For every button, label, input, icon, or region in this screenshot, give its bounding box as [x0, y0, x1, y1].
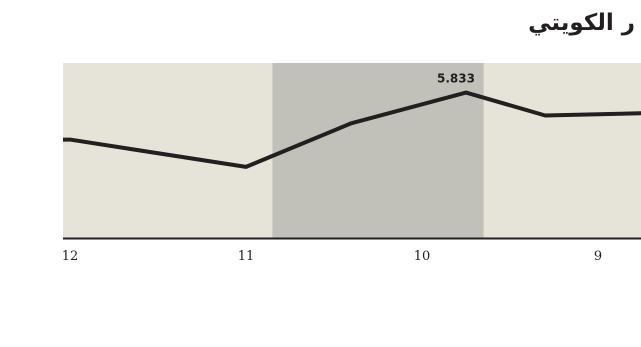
x-tick-label: 12: [62, 249, 79, 264]
data-label: 5.833: [437, 72, 475, 86]
x-tick-label: 9: [594, 249, 602, 264]
highlight-band: [272, 63, 484, 238]
chart-title: ر الكويتي: [528, 10, 635, 36]
x-tick-label: 10: [414, 249, 431, 264]
x-tick-label: 11: [238, 249, 255, 264]
series-line: [63, 90, 641, 169]
